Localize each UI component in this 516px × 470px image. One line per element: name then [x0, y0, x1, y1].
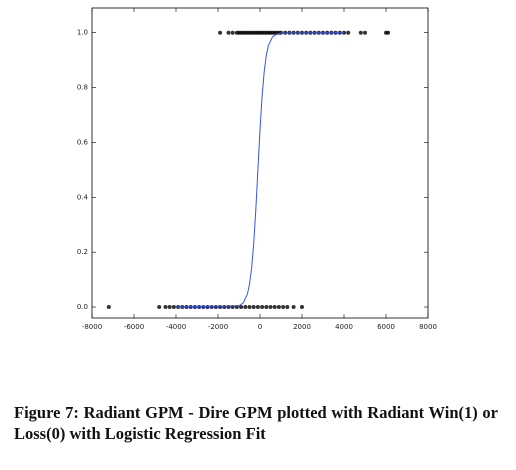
- y-tick-label: 0.4: [77, 193, 89, 201]
- data-point: [167, 305, 172, 310]
- data-point: [218, 30, 223, 35]
- x-tick-label: 4000: [335, 323, 353, 331]
- x-tick-label: -2000: [208, 323, 228, 331]
- data-point: [230, 30, 235, 35]
- x-tick-label: 0: [258, 323, 262, 331]
- x-tick-label: -4000: [166, 323, 186, 331]
- data-point: [251, 305, 256, 310]
- data-point: [363, 30, 367, 35]
- data-point: [157, 305, 162, 310]
- x-tick-label: -6000: [124, 323, 144, 331]
- data-point: [291, 305, 296, 310]
- plot-frame: [91, 7, 429, 319]
- x-tick-label: 6000: [377, 323, 395, 331]
- x-tick-label: 8000: [419, 323, 437, 331]
- x-tick-label: 2000: [293, 323, 311, 331]
- data-point: [260, 305, 265, 310]
- data-point: [218, 305, 223, 310]
- data-point: [285, 305, 290, 310]
- y-tick-label: 1.0: [77, 29, 88, 37]
- data-point: [264, 305, 269, 310]
- data-point: [163, 305, 168, 310]
- data-point: [205, 305, 210, 310]
- data-point: [247, 305, 252, 310]
- data-point: [268, 305, 273, 310]
- y-tick-label: 0.2: [77, 248, 88, 256]
- data-point: [272, 305, 277, 310]
- data-point: [226, 30, 231, 35]
- data-point: [106, 305, 111, 310]
- data-point: [201, 305, 206, 310]
- data-point: [243, 305, 248, 310]
- chart: 0.0 0.2 0.4 0.6 0.8 1.0 -8000 -6000 -4000 -2000 0 2…: [77, 7, 437, 331]
- data-point: [171, 305, 176, 310]
- y-tick-label: 0.6: [77, 138, 89, 146]
- data-point: [346, 30, 351, 35]
- data-point: [300, 305, 304, 310]
- data-point: [276, 305, 281, 310]
- data-point: [386, 30, 391, 35]
- x-tick-label: -8000: [82, 323, 102, 331]
- data-point: [255, 305, 260, 310]
- fit-curve: [175, 32, 345, 308]
- figure-caption: Figure 7: Radiant GPM - Dire GPM plotted…: [14, 403, 498, 443]
- y-tick-label: 0.0: [77, 303, 88, 311]
- y-tick-label: 0.8: [77, 84, 88, 92]
- data-point: [209, 305, 214, 310]
- data-point: [358, 30, 363, 35]
- data-point: [239, 305, 244, 310]
- data-point: [281, 305, 286, 310]
- data-point: [213, 305, 218, 310]
